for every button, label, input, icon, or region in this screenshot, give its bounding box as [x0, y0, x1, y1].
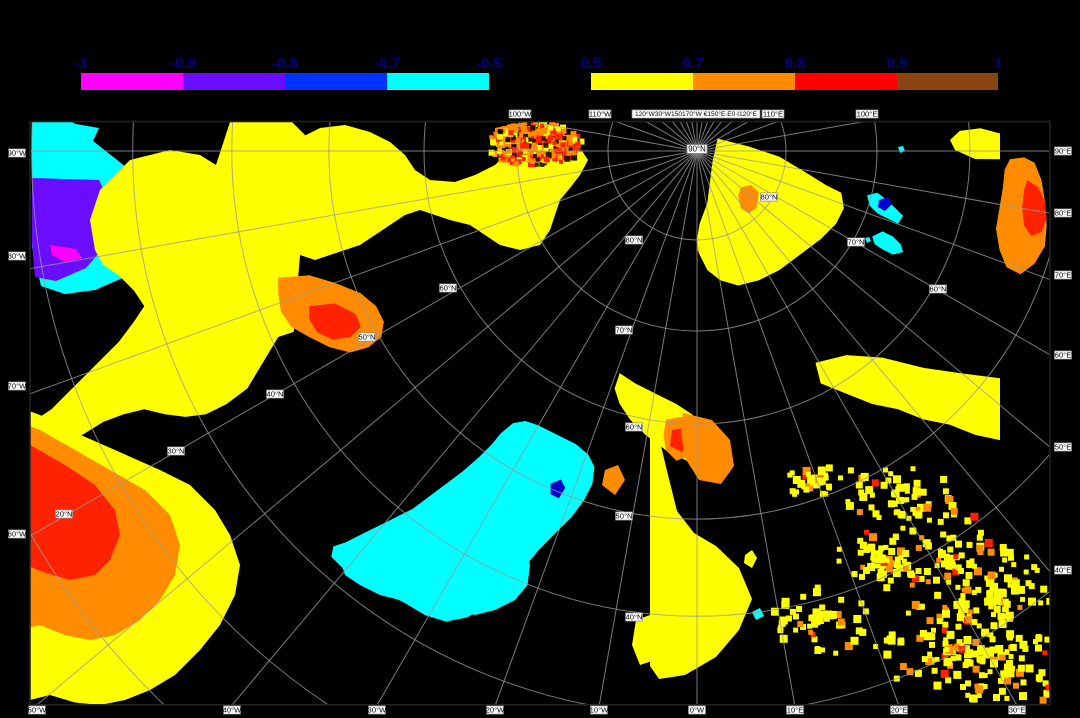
- svg-text:0.9: 0.9: [887, 55, 908, 72]
- svg-text:90°E: 90°E: [1055, 147, 1072, 156]
- svg-text:-0.5: -0.5: [476, 55, 502, 72]
- svg-text:70°N: 70°N: [848, 238, 865, 247]
- svg-text:40°N: 40°N: [626, 613, 643, 622]
- svg-text:90°N: 90°N: [688, 145, 705, 154]
- svg-text:40°W: 40°W: [223, 706, 242, 715]
- svg-text:0.7: 0.7: [683, 55, 704, 72]
- svg-text:60°N: 60°N: [440, 284, 457, 293]
- svg-text:60°E: 60°E: [1055, 351, 1072, 360]
- svg-text:70°W: 70°W: [8, 382, 27, 391]
- svg-text:110°W: 110°W: [589, 110, 612, 119]
- svg-text:20°E: 20°E: [891, 706, 908, 715]
- svg-text:20°N: 20°N: [56, 510, 73, 519]
- svg-text:60°N: 60°N: [626, 423, 643, 432]
- svg-text:30°N: 30°N: [168, 447, 185, 456]
- svg-text:10°E: 10°E: [787, 706, 804, 715]
- svg-text:10°W: 10°W: [590, 706, 609, 715]
- svg-text:30°W: 30°W: [368, 706, 387, 715]
- svg-text:120°W30°W150170°W €150°E∙E0∙I1: 120°W30°W150170°W €150°E∙E0∙I120°E: [635, 110, 758, 118]
- svg-text:30°E: 30°E: [1009, 706, 1026, 715]
- svg-text:1: 1: [994, 55, 1002, 72]
- svg-text:0.8: 0.8: [785, 55, 806, 72]
- svg-text:0°W: 0°W: [690, 706, 705, 715]
- svg-text:110°E: 110°E: [763, 110, 783, 119]
- svg-text:100°E: 100°E: [857, 110, 878, 119]
- svg-text:-0.7: -0.7: [374, 55, 400, 72]
- svg-text:-1: -1: [74, 55, 87, 72]
- svg-text:40°E: 40°E: [1055, 566, 1072, 575]
- svg-text:-0.9: -0.9: [170, 55, 196, 72]
- svg-text:50°N: 50°N: [616, 512, 633, 521]
- svg-text:70°N: 70°N: [616, 326, 633, 335]
- svg-text:40°N: 40°N: [267, 390, 284, 399]
- svg-text:20°W: 20°W: [486, 706, 505, 715]
- svg-text:80°E: 80°E: [1055, 209, 1072, 218]
- svg-text:60°N: 60°N: [930, 285, 947, 294]
- svg-text:50°N: 50°N: [359, 333, 376, 342]
- svg-text:60°W: 60°W: [8, 530, 27, 539]
- svg-text:50°E: 50°E: [1055, 443, 1072, 452]
- svg-text:80°W: 80°W: [8, 252, 27, 261]
- svg-text:100°W: 100°W: [509, 110, 533, 119]
- svg-text:-0.8: -0.8: [272, 55, 298, 72]
- svg-text:70°E: 70°E: [1055, 271, 1072, 280]
- svg-text:50°W: 50°W: [28, 706, 47, 715]
- svg-text:0.5: 0.5: [581, 55, 602, 72]
- svg-text:80°N: 80°N: [626, 236, 643, 245]
- svg-text:90°W: 90°W: [8, 149, 27, 158]
- svg-text:80°N: 80°N: [761, 193, 778, 202]
